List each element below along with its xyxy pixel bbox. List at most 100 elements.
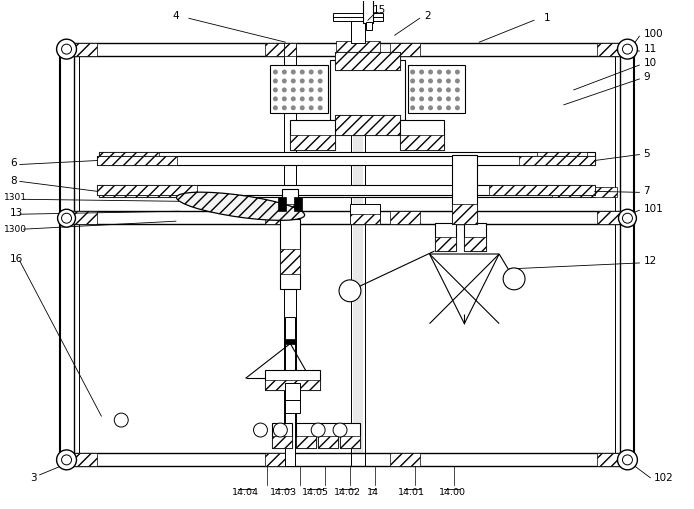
Bar (400, 135, 444, 150)
Text: 9: 9 (643, 72, 650, 82)
Text: 12: 12 (643, 256, 657, 266)
Bar (330, 60, 405, 120)
Circle shape (428, 88, 433, 93)
Bar (390, 453, 420, 466)
Circle shape (410, 88, 415, 93)
Circle shape (446, 88, 451, 93)
Bar (285, 317, 295, 466)
Circle shape (300, 96, 305, 101)
Bar (97, 156, 177, 165)
Circle shape (446, 96, 451, 101)
Text: 14.03: 14.03 (270, 488, 297, 497)
Bar (335, 115, 400, 135)
Circle shape (419, 70, 424, 74)
Bar (60, 453, 634, 466)
Text: 14.02: 14.02 (334, 488, 360, 497)
Circle shape (57, 450, 76, 470)
Bar (335, 52, 400, 70)
Bar (597, 453, 634, 466)
Circle shape (273, 105, 278, 110)
Circle shape (419, 96, 424, 101)
Circle shape (282, 88, 287, 93)
Text: 102: 102 (653, 473, 673, 483)
Circle shape (455, 105, 460, 110)
Bar (552, 187, 616, 197)
Bar (464, 223, 486, 251)
Bar (97, 156, 595, 165)
Circle shape (309, 96, 314, 101)
Circle shape (291, 88, 296, 93)
Bar (335, 52, 400, 70)
Circle shape (437, 105, 442, 110)
Circle shape (618, 39, 637, 59)
Circle shape (309, 78, 314, 83)
Circle shape (311, 423, 325, 437)
Ellipse shape (176, 192, 305, 220)
Text: 13: 13 (10, 208, 23, 218)
Circle shape (428, 70, 433, 74)
Bar (60, 453, 97, 466)
Text: 11: 11 (643, 44, 657, 54)
Circle shape (446, 78, 451, 83)
Bar (290, 120, 335, 150)
Bar (271, 65, 328, 113)
Bar (400, 120, 444, 150)
Bar (597, 211, 634, 224)
Bar (335, 115, 400, 135)
Bar (537, 152, 586, 161)
Bar (340, 423, 360, 448)
Bar (97, 185, 595, 195)
Circle shape (455, 70, 460, 74)
Text: 101: 101 (643, 204, 663, 214)
Circle shape (282, 105, 287, 110)
Bar (353, 43, 363, 466)
Circle shape (58, 209, 76, 227)
Circle shape (115, 413, 128, 427)
Circle shape (273, 78, 278, 83)
Circle shape (282, 70, 287, 74)
Bar (597, 43, 634, 56)
Circle shape (273, 70, 278, 74)
Bar (452, 155, 477, 224)
Bar (265, 453, 295, 466)
Circle shape (618, 450, 637, 470)
Circle shape (410, 105, 415, 110)
Circle shape (318, 96, 323, 101)
Text: 6: 6 (10, 158, 17, 168)
Circle shape (437, 78, 442, 83)
Circle shape (273, 96, 278, 101)
Text: 7: 7 (643, 186, 650, 196)
Text: 14.05: 14.05 (302, 488, 329, 497)
Circle shape (437, 88, 442, 93)
Circle shape (339, 280, 361, 302)
Circle shape (309, 70, 314, 74)
Bar (99, 187, 595, 197)
Bar (519, 156, 595, 165)
Text: 8: 8 (10, 177, 17, 186)
Bar (340, 436, 360, 448)
Bar (318, 423, 338, 448)
Circle shape (57, 39, 76, 59)
Circle shape (62, 455, 71, 465)
Bar (60, 211, 634, 224)
Text: 1300: 1300 (4, 224, 27, 234)
Bar (99, 152, 595, 161)
Bar (296, 436, 316, 448)
Text: 4: 4 (173, 11, 179, 21)
Bar (350, 214, 380, 224)
Circle shape (419, 78, 424, 83)
Circle shape (291, 105, 296, 110)
Text: 100: 100 (643, 29, 663, 39)
Circle shape (300, 70, 305, 74)
Circle shape (446, 70, 451, 74)
Bar (60, 43, 634, 56)
Bar (363, 0, 373, 23)
Bar (99, 152, 159, 161)
Bar (434, 223, 457, 251)
Circle shape (309, 105, 314, 110)
Circle shape (300, 78, 305, 83)
Text: 3: 3 (31, 473, 37, 483)
Bar (265, 211, 295, 224)
Bar (336, 41, 380, 56)
Circle shape (410, 96, 415, 101)
